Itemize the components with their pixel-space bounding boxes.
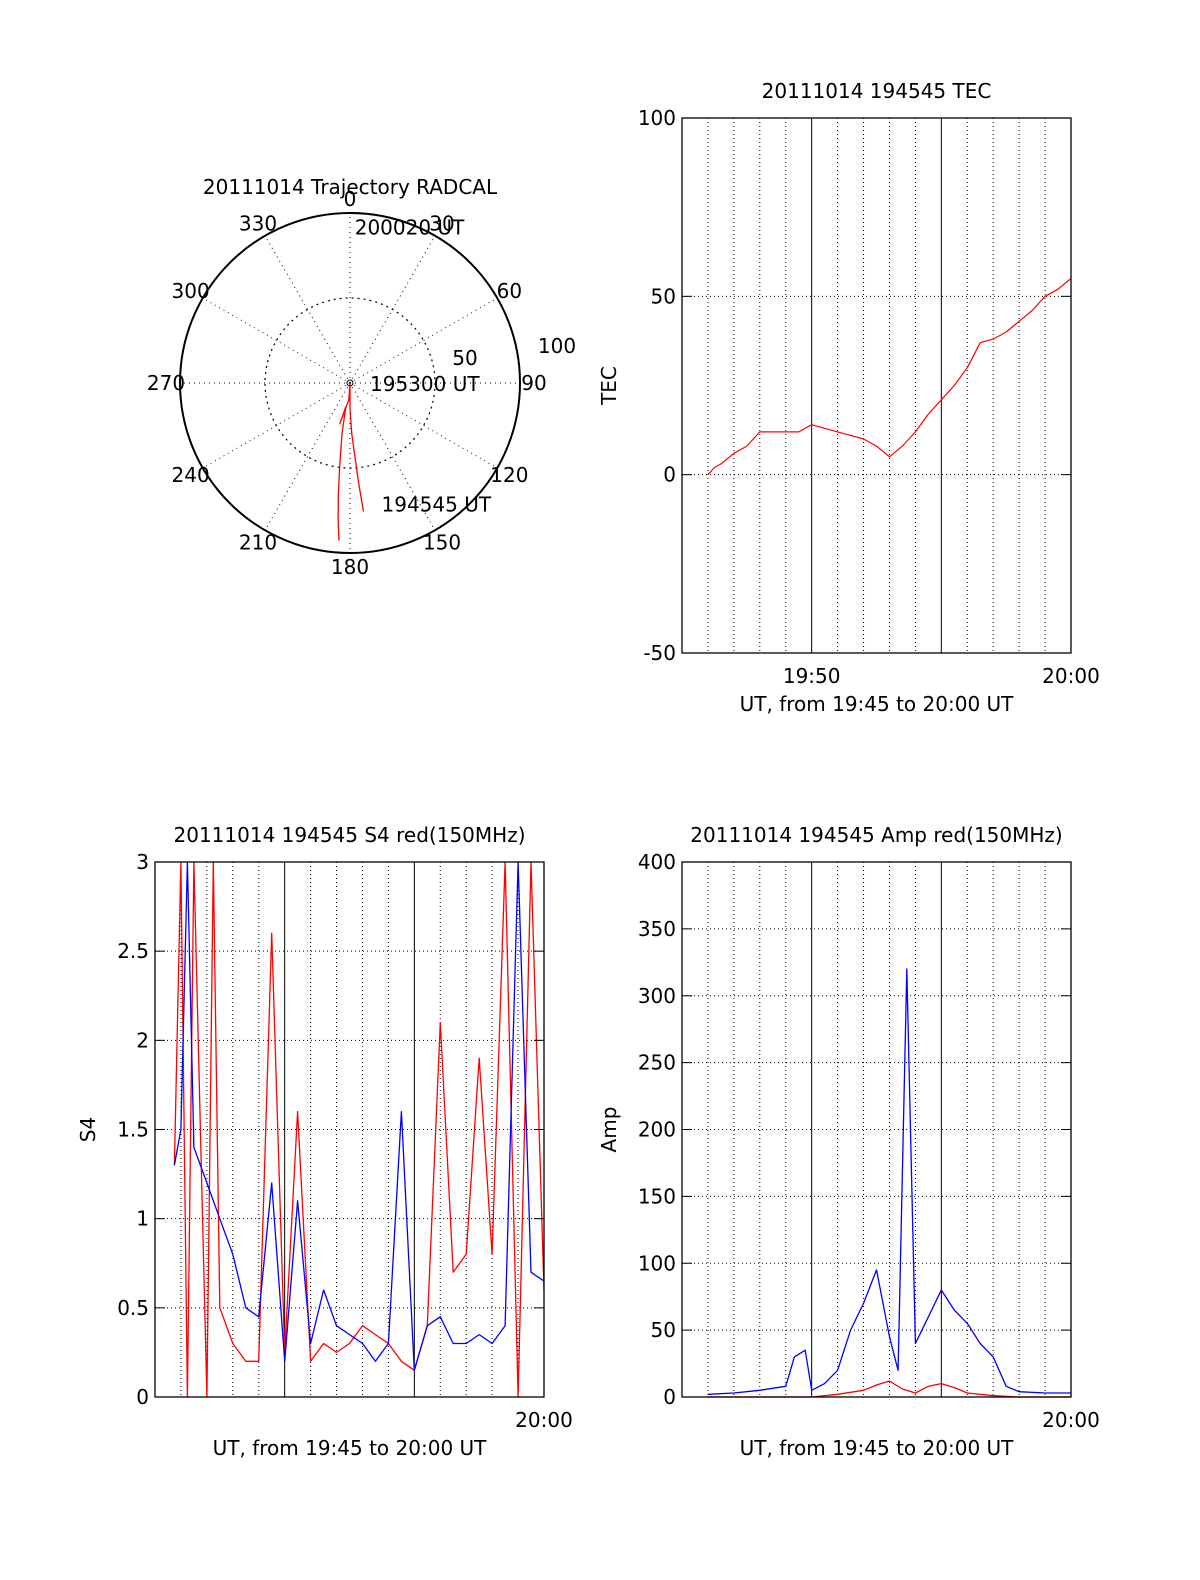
chart-title: 20111014 194545 TEC [762,79,992,103]
y-axis-label: TEC [597,366,621,406]
y-tick-label: 50 [651,284,676,308]
trajectory-line [337,382,365,541]
angle-label: 30 [429,212,454,236]
radial-spoke [349,297,498,384]
angle-label: 270 [147,371,185,395]
angle-label: 60 [497,279,522,303]
x-tick-label: 20:00 [1042,1408,1100,1432]
chart-panel-2: 20111014 194545 S4 red(150MHz) 0 0.5 1 1.5 2 2… [76,823,573,1460]
chart-title: 20111014 194545 S4 red(150MHz) [174,823,526,847]
series-line-0 [173,861,545,1398]
x-tick-label: 20:00 [515,1408,573,1432]
y-tick-label: 400 [638,850,676,874]
radial-spoke [349,235,436,384]
radius-label: 100 [538,334,576,358]
angle-label: 330 [239,212,277,236]
y-tick-label: 1.5 [117,1118,149,1142]
radial-spoke [264,235,351,384]
angle-label: 0 [344,187,357,211]
time-annotation: 194545 UT [382,492,492,516]
y-tick-label: 300 [638,984,676,1008]
chart-panel-3: 20111014 194545 Amp red(150MHz) 0 50 100 150… [597,823,1100,1460]
y-tick-label: 100 [638,106,676,130]
y-tick-label: 0.5 [117,1296,149,1320]
y-tick-label: 50 [651,1318,676,1342]
y-tick-label: 3 [136,850,149,874]
radial-spoke [349,382,436,531]
y-tick-label: 200 [638,1118,676,1142]
chart-title: 20111014 194545 Amp red(150MHz) [690,823,1062,847]
radial-spoke [264,382,351,531]
angle-label: 150 [423,530,461,554]
radius-label: 50 [452,346,477,370]
y-tick-label: 250 [638,1051,676,1075]
y-tick-label: 0 [136,1385,149,1409]
y-tick-label: 2 [136,1028,149,1052]
series-line-1 [173,861,545,1371]
chart-title: 20111014 Trajectory RADCAL [203,175,498,199]
y-tick-label: 0 [663,1385,676,1409]
y-tick-label: 0 [663,463,676,487]
plot-frame [154,861,545,1398]
x-axis-label: UT, from 19:45 to 20:00 UT [740,1436,1015,1460]
plot-frame [681,117,1072,654]
y-axis-label: S4 [76,1117,100,1142]
outer-circle [179,212,521,554]
y-tick-label: 1 [136,1207,149,1231]
x-tick-label: 19:50 [783,664,841,688]
chart-panel-1: 20111014 194545 TEC -50 0 50 100 19:50 20:00 UT… [597,79,1100,716]
time-annotation: 195300 UT [370,372,480,396]
angle-label: 120 [490,463,528,487]
series-line-1 [707,968,1071,1395]
y-axis-label: Amp [597,1107,621,1153]
angle-label: 180 [331,555,369,579]
angle-label: 300 [172,279,210,303]
y-tick-label: 350 [638,917,676,941]
y-tick-label: 100 [638,1251,676,1275]
angle-label: 90 [521,371,546,395]
angle-label: 210 [239,530,277,554]
angle-label: 240 [172,463,210,487]
time-annotation: 200020 UT [355,216,465,240]
radial-spoke [202,382,351,469]
series-line-0 [707,278,1072,476]
radial-spoke [349,382,498,469]
y-tick-label: 2.5 [117,939,149,963]
y-tick-label: 150 [638,1184,676,1208]
plot-frame [681,861,1072,1398]
series-line-0 [707,1380,1071,1398]
x-axis-label: UT, from 19:45 to 20:00 UT [213,1436,488,1460]
y-tick-label: -50 [643,641,676,665]
x-tick-label: 20:00 [1042,664,1100,688]
radial-spoke [202,297,351,384]
x-axis-label: UT, from 19:45 to 20:00 UT [740,692,1015,716]
